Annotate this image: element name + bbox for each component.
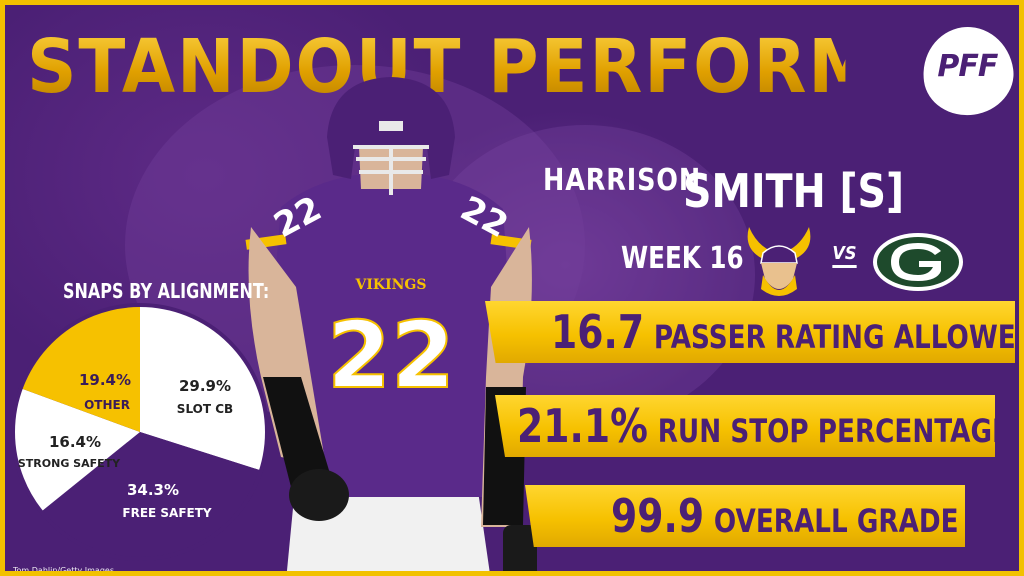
- pff-logo-text: PFF: [937, 49, 998, 85]
- stat-value: 21.1%: [517, 399, 648, 453]
- stat-banner-passer-rating: 16.7 PASSER RATING ALLOWED: [485, 301, 1015, 363]
- stat-banner-run-stop: 21.1% RUN STOP PERCENTAGE: [495, 395, 995, 457]
- snaps-chart-title: SNAPS BY ALIGNMENT:: [63, 279, 270, 303]
- pie-slice-strong-safety: [12, 388, 140, 512]
- pie-outline: [11, 303, 269, 561]
- packers-g: [891, 243, 941, 281]
- pie-slices: [12, 305, 267, 559]
- player-first-name: HARRISON: [543, 163, 702, 198]
- stat-label: OVERALL GRADE: [713, 502, 959, 540]
- helmet-facemask: [353, 145, 429, 195]
- player-glove: [289, 469, 349, 521]
- stat-banner-overall-grade: 99.9 OVERALL GRADE: [525, 485, 965, 547]
- pie-label-name: FREE SAFETY: [122, 506, 212, 520]
- snaps-pie-chart: 29.9% SLOT CB 34.3% FREE SAFETY 16.4% ST…: [11, 303, 269, 561]
- jersey-wordmark: VIKINGS: [355, 277, 427, 293]
- jersey-number: 22: [327, 302, 455, 409]
- page-title: STANDOUT PERFORMANCES: [27, 19, 1019, 115]
- pie-label-pct: 19.4%: [79, 371, 131, 389]
- player-last-name-position: SMITH [S]: [683, 164, 905, 218]
- player-name: HARRISON SMITH [S]: [543, 163, 905, 223]
- minnesota-vikings-logo-icon: [747, 227, 811, 296]
- player-photo: 22 22 22 VIKINGS: [245, 77, 537, 571]
- pie-label-pct: 34.3%: [127, 481, 179, 499]
- stat-label: RUN STOP PERCENTAGE: [657, 412, 1010, 450]
- photo-credit: Tom Dahlin/Getty Images: [13, 566, 114, 575]
- pie-slice-slot-cb: [140, 305, 267, 471]
- viking-beard: [761, 275, 797, 296]
- stat-value: 16.7: [551, 305, 645, 359]
- pie-slice-other: [20, 305, 140, 432]
- player-jersey: [271, 175, 511, 497]
- viking-helmet: [760, 245, 798, 264]
- pie-label-pct: 16.4%: [49, 433, 101, 451]
- pie-label-name: OTHER: [84, 398, 130, 412]
- green-bay-packers-logo-icon: [873, 233, 963, 291]
- versus-label: VS: [832, 243, 857, 268]
- pie-slice-free-safety: [41, 432, 262, 559]
- stat-value: 99.9: [611, 489, 705, 543]
- week-label: WEEK 16: [621, 241, 744, 276]
- helmet-decal: [379, 121, 403, 131]
- viking-face: [761, 263, 797, 289]
- pie-label-name: STRONG SAFETY: [18, 457, 121, 470]
- pie-label-name: SLOT CB: [177, 402, 233, 416]
- stat-label: PASSER RATING ALLOWED: [653, 318, 1024, 356]
- pie-label-pct: 29.9%: [179, 377, 231, 395]
- player-arm-sleeve: [263, 377, 331, 487]
- player-glove: [503, 525, 537, 571]
